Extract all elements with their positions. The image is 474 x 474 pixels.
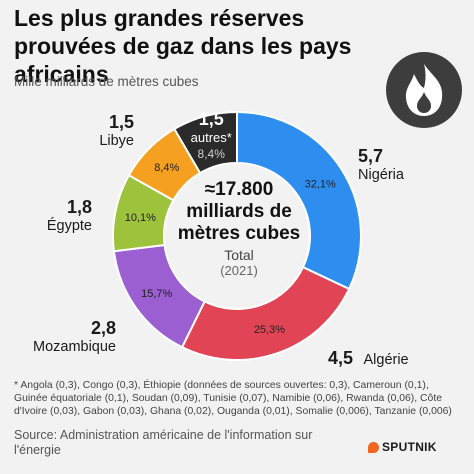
country-label: Algérie: [363, 352, 409, 368]
source: Source: Administration américaine de l'i…: [14, 428, 313, 457]
country-label: Nigéria: [358, 166, 404, 183]
chart-title: Les plus grandes réserves prouvées de ga…: [14, 5, 352, 87]
slice-0: [236, 110, 362, 291]
value-label: 5,7: [358, 146, 384, 166]
country-label: Mozambique: [32, 338, 116, 355]
country-label: Égypte: [46, 217, 92, 234]
total-label: Total: [224, 247, 254, 263]
label-mozambique: 2,8 Mozambique: [30, 318, 116, 355]
value-label: 1,8: [66, 197, 92, 217]
flame-icon: [386, 52, 462, 128]
label-libye: 1,5 Libye: [84, 112, 134, 149]
pct-label: 10,1%: [125, 212, 156, 224]
total-unit: milliards de mètres cubes: [177, 201, 301, 244]
footnote: * Angola (0,3), Congo (0,3), Éthiopie (d…: [14, 380, 452, 418]
chart-subtitle: Mille milliards de mètres cubes: [14, 74, 199, 89]
pct-label: 8,4%: [154, 162, 179, 174]
total-block: ≈17.800 milliards de mètres cubes Total …: [177, 179, 301, 278]
slice-5: [173, 110, 238, 175]
total-value: ≈17.800: [204, 179, 274, 200]
label-egypte: 1,8 Égypte: [38, 197, 92, 234]
pct-label: 32,1%: [305, 178, 336, 190]
value-label: 4,5: [328, 348, 354, 368]
label-algerie: 4,5 Algérie: [328, 348, 409, 369]
country-label: autres*: [191, 130, 232, 145]
total-year: (2021): [220, 263, 258, 278]
label-nigeria: 5,7 Nigéria: [358, 146, 404, 183]
value-label: 1,5: [108, 112, 134, 132]
pct-label: 25,3%: [254, 324, 285, 336]
pct-label: 8,4%: [198, 147, 226, 161]
pct-label: 15,7%: [141, 288, 172, 300]
slice-1: [180, 265, 351, 361]
value-label: 2,8: [90, 318, 116, 338]
country-label: Libye: [99, 132, 134, 149]
sputnik-logo-icon: [368, 442, 379, 453]
brand-name: SPUTNIK: [382, 440, 437, 454]
value-label: 1,5: [199, 109, 224, 129]
